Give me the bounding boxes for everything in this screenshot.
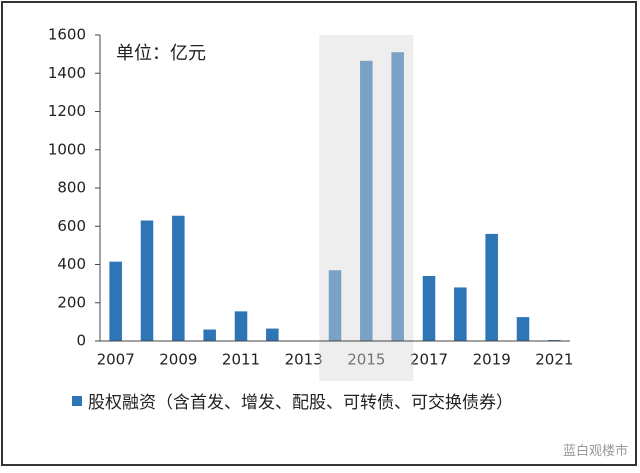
highlight-band [319, 35, 414, 381]
y-tick-label: 1400 [48, 64, 86, 82]
plot: 0 200 400 600 800 1000 1200 1400 1600 2007 2009 201… [48, 26, 573, 381]
x-tick-label: 2007 [97, 351, 135, 369]
y-tick-label: 600 [57, 217, 86, 235]
y-tick-label: 0 [76, 332, 86, 350]
bar [454, 287, 467, 341]
unit-annotation: 单位：亿元 [116, 43, 206, 64]
x-tick-label: 2015 [347, 351, 385, 369]
bar [172, 215, 185, 341]
x-tick-label: 2009 [159, 351, 197, 369]
x-tick-label: 2019 [473, 351, 511, 369]
frame [1, 1, 637, 466]
x-tick-label: 2013 [285, 351, 323, 369]
y-tick-label: 1200 [48, 102, 86, 120]
bar [266, 328, 279, 341]
x-tick-label: 2017 [410, 351, 448, 369]
y-tick-label: 400 [57, 255, 86, 273]
x-tick-label: 2021 [535, 351, 573, 369]
bar [391, 52, 404, 342]
x-tick-label: 2011 [222, 351, 260, 369]
bar [140, 220, 154, 341]
bar [516, 317, 530, 341]
legend: 股权融资（含首发、增发、配股、可转债、可交换债券） [72, 390, 572, 416]
bar [328, 270, 342, 341]
watermark: 蓝白观楼市 [562, 444, 628, 459]
bar [203, 329, 216, 341]
bar [485, 233, 498, 341]
y-tick-label: 1600 [48, 26, 86, 44]
legend-label: 股权融资（含首发、增发、配股、可转债、可交换债券） [88, 393, 513, 413]
y-tick-label: 1000 [48, 140, 86, 158]
bar [422, 275, 436, 341]
y-tick-label: 800 [57, 179, 86, 197]
bar [234, 311, 248, 341]
bar [109, 261, 122, 341]
y-tick-label: 200 [57, 293, 86, 311]
legend-swatch [72, 396, 82, 406]
bar [360, 60, 373, 341]
